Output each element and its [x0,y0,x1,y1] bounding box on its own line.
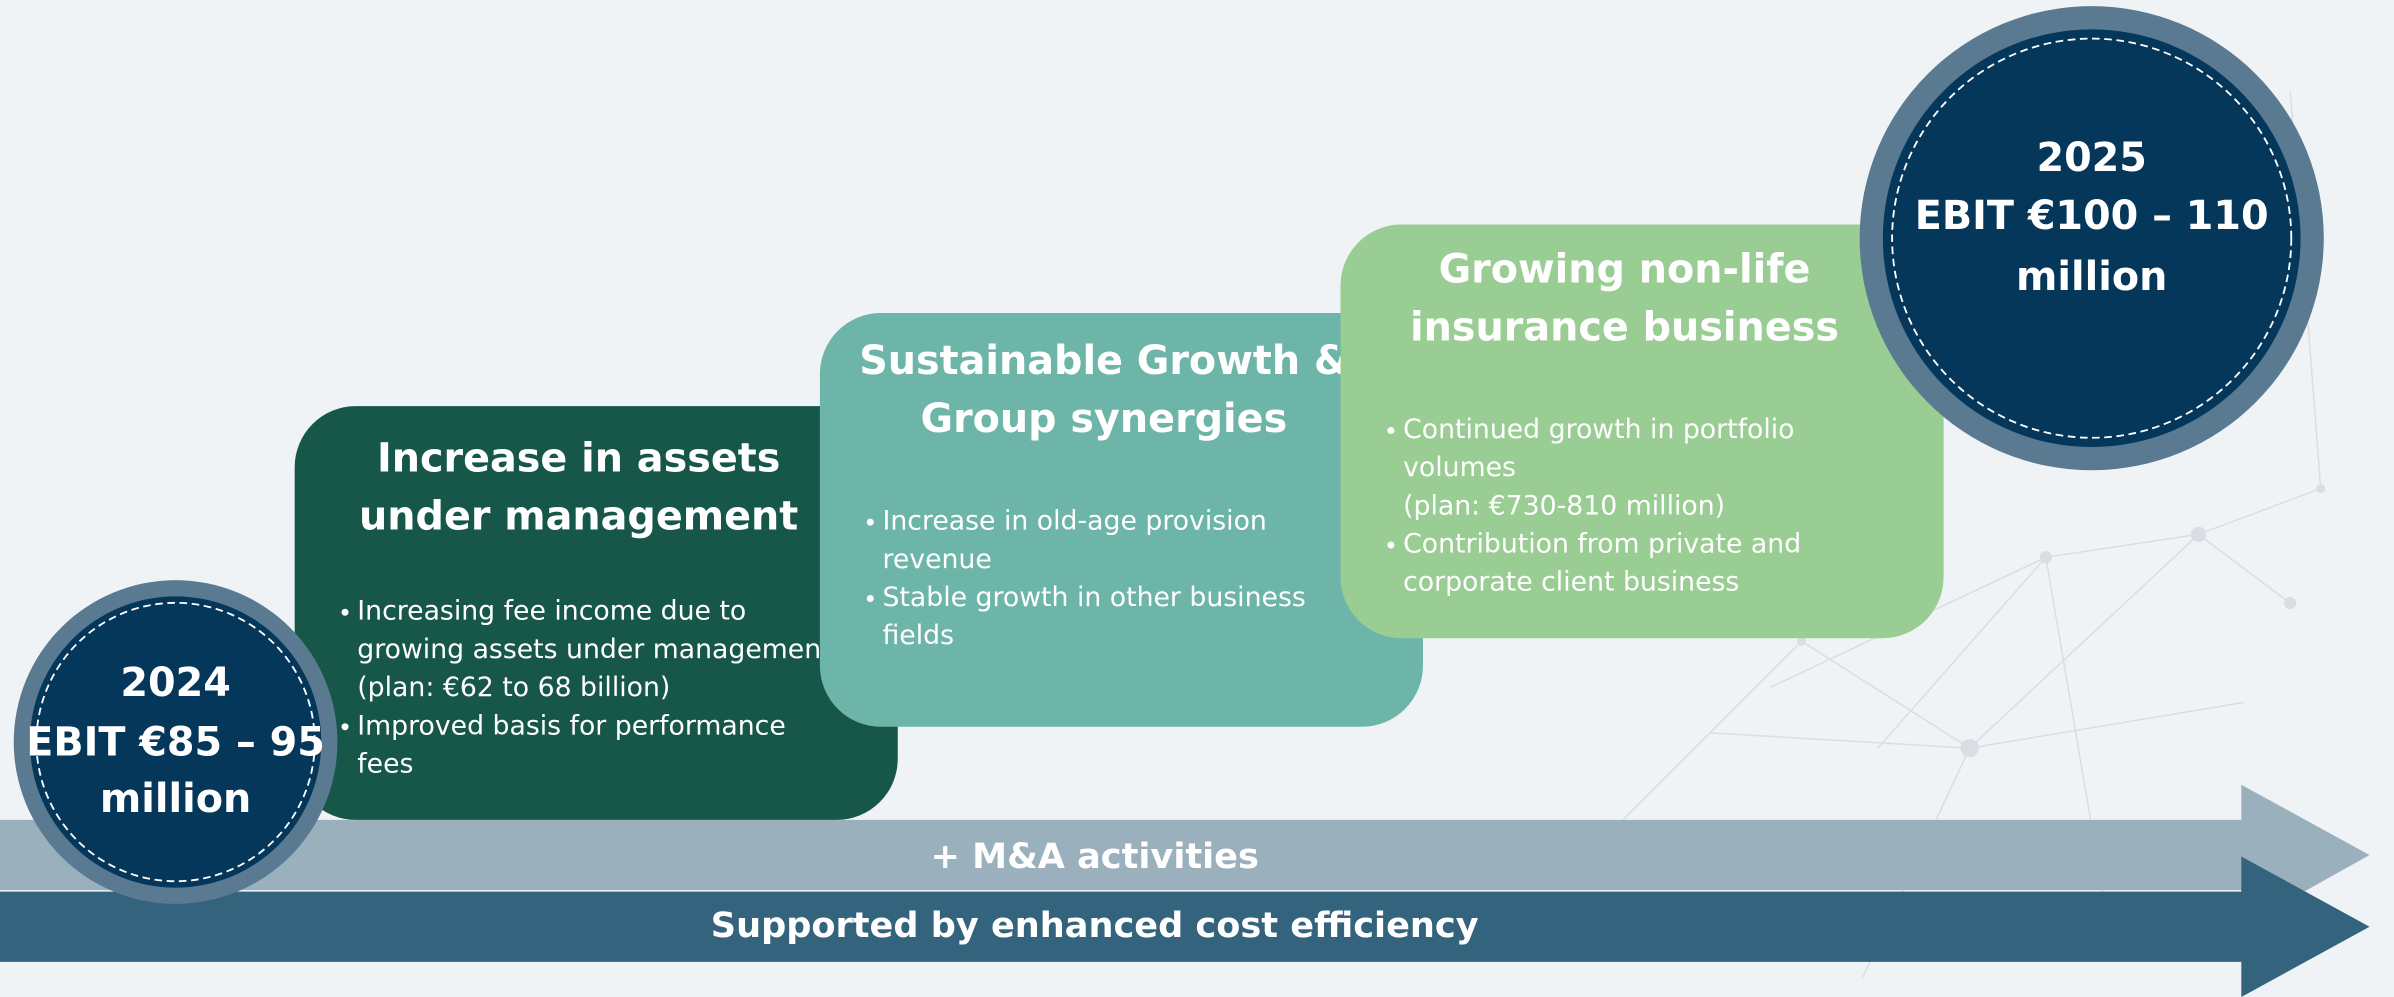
step-card: Increase in assets under management Increa… [294,406,898,820]
bullet-dot [341,608,349,616]
circle-text: EBIT €100 – 110 [1915,193,2269,239]
circle-fill [29,596,322,888]
bullet-dot [866,594,874,603]
circle-dash [1891,37,2293,439]
card-title: under management [359,494,798,540]
bullet-text: corporate client business [1403,567,1739,598]
bullet-text: (plan: €730-810 million) [1403,490,1725,521]
start-circle: 2024 EBIT €85 – 95 million [13,580,338,904]
card-title: Increase in assets [377,436,780,482]
bullet-text: fields [882,620,954,651]
arrow-label: + M&A activities [931,836,1259,877]
circle-text: million [2016,254,2167,300]
circle-text: 2025 [2036,135,2146,181]
bullet-text: Continued growth in portfolio [1403,414,1794,445]
bullet-text: Contribution from private and [1403,529,1801,560]
step-card: Sustainable Growth & Group synergies Incre… [819,312,1423,727]
network-nodes [1797,483,2326,758]
content: + M&A activities Supported by enhanced co… [13,6,2324,946]
arrows [0,784,2370,997]
bullet-text: Stable growth in other business [882,582,1305,613]
bullet-text: Improved basis for performance [357,710,786,741]
arrow-ma [0,784,2370,927]
card-title: Sustainable Growth & [859,338,1348,384]
bullet-text: volumes [1403,452,1516,483]
arrow-label: Supported by enhanced cost efficiency [711,905,1479,946]
bullet-dot [866,518,874,526]
card-bg [819,312,1423,727]
step-card: Growing non-life insurance business Contin… [1340,224,1944,639]
circle-text: EBIT €85 – 95 [26,720,325,766]
card-title: Group synergies [921,396,1288,442]
circle-text: 2024 [120,660,230,706]
arrow-cost [0,856,2370,997]
end-circle: 2025 EBIT €100 – 110 million [1859,6,2324,471]
bullet-dot [341,723,349,731]
card-bg [294,406,898,820]
bullet-text: Increasing fee income due to [357,596,746,627]
circle-text: million [100,776,251,822]
bullet-text: revenue [882,544,991,575]
card-title: insurance business [1410,304,1839,350]
bullet-text: Increase in old-age provision [882,506,1266,537]
bullet-dot [1387,541,1395,549]
circle-fill [1882,29,2301,448]
bullet-text: growing assets under management [357,634,831,665]
bullet-text: (plan: €62 to 68 billion) [357,672,670,703]
circle-dash [35,601,316,883]
card-bg [1340,224,1944,639]
card-title: Growing non-life [1439,246,1811,292]
bullet-text: fees [357,748,413,779]
bullet-dot [1387,427,1395,435]
